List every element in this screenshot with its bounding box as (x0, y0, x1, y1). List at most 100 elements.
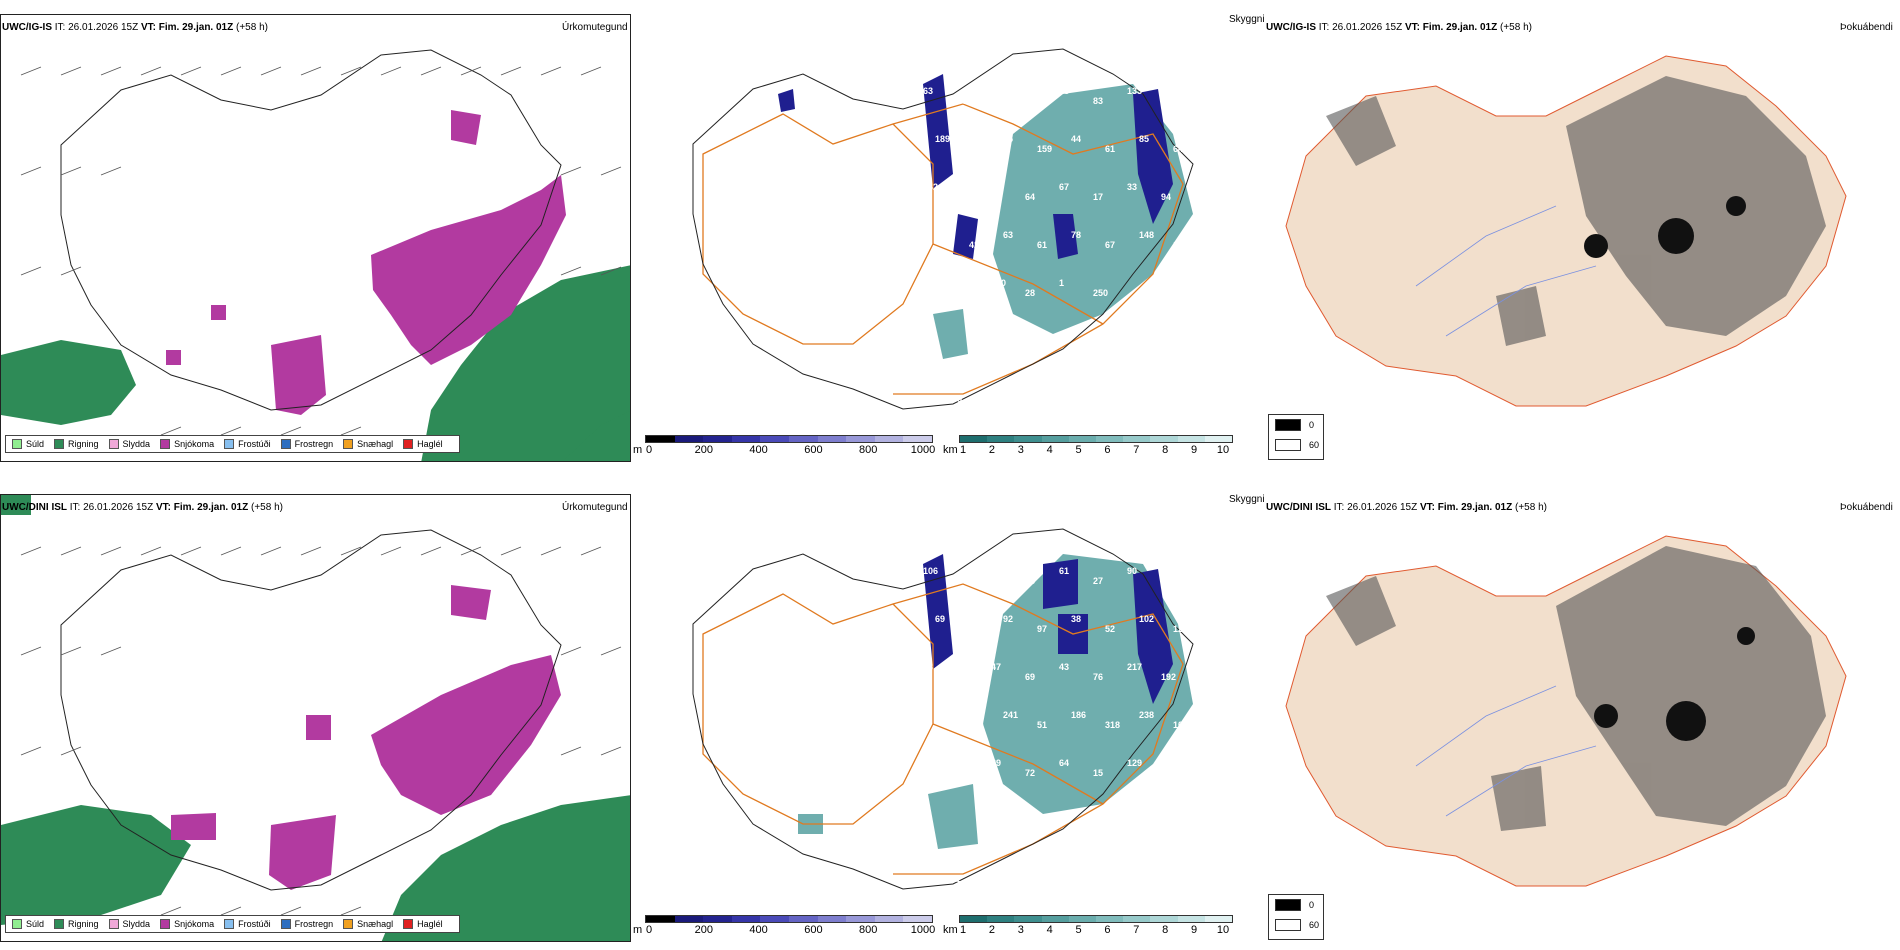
cloud-legend-row: 0 (1269, 895, 1323, 915)
colorbar-segment (788, 436, 818, 442)
elevation-label: 426 (969, 240, 984, 250)
cloud-legend-label: 0 (1309, 900, 1315, 910)
legend-swatch (12, 439, 22, 449)
colorbar-segment (731, 436, 761, 442)
elevation-label: 68 (1059, 86, 1069, 96)
vt-label: VT: (140, 22, 156, 33)
elevation-label: 100 (1161, 96, 1176, 106)
precip-legend-row1: Súld Rigning Slydda Snjókoma Frostúði Frostre… (5, 435, 460, 453)
vt-label: VT: (1404, 22, 1420, 33)
colorbar-segment (903, 436, 932, 442)
elevation-label: 61 (1105, 144, 1115, 154)
colorbar-segment (960, 916, 988, 922)
header-precip-row2: UWC/DINI ISL IT: 26.01.2026 15Z VT: Fim.… (2, 502, 283, 514)
elevation-labels-row1: 6370657668831331001891868515944618564242… (908, 86, 1188, 404)
precip-panel-row1: Súld Rigning Slydda Snjókoma Frostúði Frostre… (0, 14, 631, 462)
legend-swatch (108, 919, 119, 929)
header-precip-row1: UWC/IG-IS IT: 26.01.2026 15Z VT: Fim. 29… (2, 22, 268, 34)
elevation-label: 240 (991, 278, 1006, 288)
elevation-label: 64 (1161, 576, 1171, 586)
elevation-label: 47 (991, 662, 1001, 672)
colorbar-segment (874, 436, 904, 442)
elevation-label: 17 (1093, 192, 1103, 202)
legend-swatch (280, 439, 291, 449)
elevation-label: 72 (1025, 768, 1035, 778)
legend-label: Súld (26, 439, 45, 449)
legend-label: Haglél (417, 439, 443, 449)
colorbar-tick: 3 (1017, 924, 1024, 936)
elevation-label: 38 (1071, 614, 1081, 624)
header-cloud-row2: UWC/DINI ISL IT: 26.01.2026 15Z VT: Fim.… (1266, 502, 1547, 514)
elevation-label: 367 (1161, 768, 1176, 778)
elevation-label: 44 (1071, 134, 1081, 144)
elevation-label: 298 (923, 278, 938, 288)
colorbar-strip (959, 435, 1233, 443)
elevation-label: 69 (935, 614, 945, 624)
elevation-label: 217 (1127, 662, 1142, 672)
legend-label: Frostregn (294, 919, 334, 929)
colorbar-strip (645, 915, 933, 923)
elevation-label: 95 (1025, 576, 1035, 586)
visibility-map-row2: 106 74 163 95 61 27 90 64 69 94 92 97 38 52 102 120 53 11… (692, 528, 1194, 890)
visibility-colorbar-row1: km 1 2 3 4 5 6 7 8 9 10 (943, 435, 1233, 459)
precip-map-row1 (1, 49, 630, 461)
elevation-label: 250 (1093, 288, 1108, 298)
colorbar-unit: km (943, 444, 958, 456)
legend-label: Haglél (417, 919, 443, 929)
elevation-label: 117 (1173, 240, 1188, 250)
elevation-label: 85 (1003, 134, 1013, 144)
colorbar-segment (846, 916, 875, 922)
legend-swatch (343, 439, 354, 449)
colorbar-tick: 800 (859, 924, 878, 936)
legend-item: Snjókoma (160, 439, 214, 449)
colorbar-tick: 2 (988, 924, 995, 936)
colorbar-segment (846, 436, 875, 442)
legend-label: Snæhagl (357, 439, 394, 449)
elevation-label: 318 (1105, 720, 1120, 730)
it-label: IT: (1318, 22, 1330, 33)
elevation-label: 186 (1071, 710, 1086, 720)
vt-value: Fim. 29.jan. 01Z (1422, 22, 1498, 33)
colorbar-segment (674, 916, 704, 922)
colorbar-segment (987, 916, 1015, 922)
elevation-label: 64 (1173, 144, 1183, 154)
elevation-label: 106 (923, 566, 938, 576)
visibility-panel-row1: 63 70 65 76 68 83 133 100 189 186 85 159 44 61 85 64 242… (633, 14, 1265, 462)
elevation-label: 129 (1127, 758, 1142, 768)
colorbar-segment (760, 436, 789, 442)
rain-area (1, 495, 630, 941)
coastline (60, 49, 562, 411)
elevation-label: 175 (923, 758, 938, 768)
colorbar-tick: 600 (804, 924, 823, 936)
colorbar-segment (1014, 436, 1042, 442)
it-value: 26.01.2026 15Z (68, 22, 139, 33)
legend-swatch (224, 919, 235, 929)
cloud-legend-label: 60 (1309, 440, 1320, 450)
cloud-legend-swatch (1275, 419, 1301, 431)
legend-item: Frostregn (280, 919, 334, 929)
legend-swatch (403, 919, 414, 929)
lead-time: (+58 h) (1500, 22, 1532, 33)
colorbar-tick: 4 (1046, 444, 1053, 456)
precip-legend-row2: Súld Rigning Slydda Snjókoma Frostúði Frostre… (5, 915, 460, 933)
cloud-legend-row: 0 (1269, 415, 1323, 435)
colorbar-tick: 9 (1191, 924, 1198, 936)
colorbar-tick: 5 (1075, 924, 1082, 936)
legend-label: Rigning (68, 439, 99, 449)
it-label: IT: (54, 22, 66, 33)
legend-item: Rigning (54, 919, 99, 929)
fog-shading (1326, 76, 1826, 346)
cloud-legend-row: 60 (1269, 435, 1323, 455)
cloud-panel-row2 (1266, 516, 1900, 936)
elevation-label: 67 (1105, 240, 1115, 250)
cloud-legend-swatch (1275, 899, 1301, 911)
colorbar-tick: 6 (1104, 924, 1111, 936)
elevation-label: 211 (908, 846, 923, 856)
elevation-label: 242 (923, 182, 938, 192)
colorbar-segment (1014, 916, 1042, 922)
elevation-label: 90 (1127, 566, 1137, 576)
cloud-legend-row: 60 (1269, 915, 1323, 935)
legend-label: Slydda (122, 919, 151, 929)
legend-label: Rigning (68, 919, 99, 929)
colorbar-segment (1150, 436, 1178, 442)
